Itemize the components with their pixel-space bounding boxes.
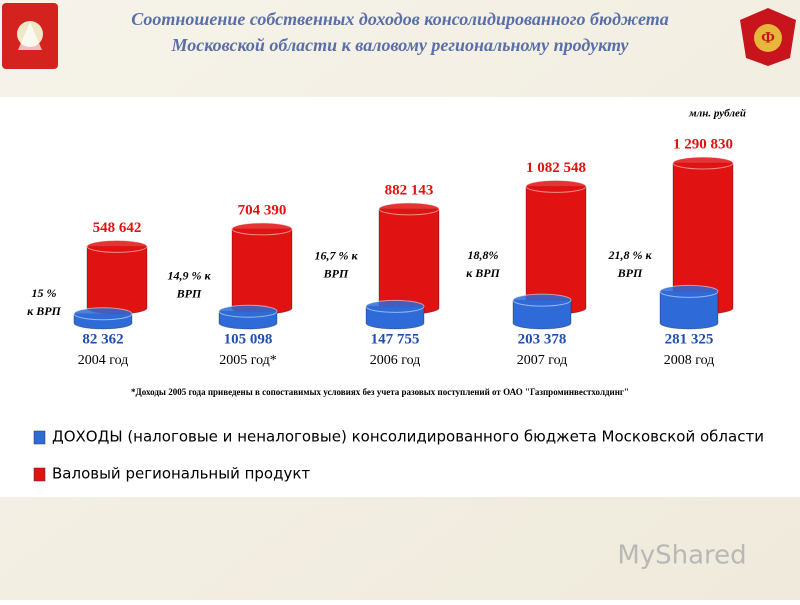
legend-label: ДОХОДЫ (налоговые и неналоговые) консоли… — [52, 428, 764, 446]
value-label: 1 290 830 — [673, 136, 733, 152]
cylinder — [512, 299, 572, 330]
value-label: 203 378 — [518, 331, 567, 347]
cylinder-top — [378, 202, 440, 216]
cylinder-top — [659, 284, 719, 298]
value-label: 147 755 — [371, 331, 420, 347]
x-tick-label: 2006 год — [370, 353, 421, 368]
legend-swatch — [33, 430, 46, 445]
share-label: 15 % — [32, 286, 57, 300]
value-label: 105 098 — [224, 331, 273, 347]
chart-title: Московской области к валовому региональн… — [170, 35, 629, 55]
share-label: 16,7 % к — [314, 249, 358, 263]
x-tick-label: 2007 год — [517, 353, 568, 368]
x-tick-label: 2008 год — [664, 353, 715, 368]
share-label: к ВРП — [466, 266, 500, 280]
cylinder-top — [672, 156, 734, 170]
cylinder-top — [525, 179, 587, 193]
value-label: 281 325 — [665, 331, 714, 347]
chart-title: Соотношение собственных доходов консолид… — [131, 9, 669, 29]
cylinder-top — [231, 222, 293, 236]
x-tick-label: 2004 год — [78, 353, 129, 368]
value-label: 548 642 — [93, 220, 142, 236]
cylinder-top — [365, 299, 425, 313]
share-label: ВРП — [617, 266, 643, 280]
cylinder — [659, 290, 719, 330]
share-label: 18,8% — [468, 248, 499, 262]
unit-label: млн. рублей — [688, 108, 746, 120]
footnote: *Доходы 2005 года приведены в сопоставим… — [131, 387, 629, 397]
share-label: к ВРП — [27, 304, 61, 318]
cylinder-top — [218, 304, 278, 318]
share-label: 14,9 % к — [167, 269, 211, 283]
value-label: 882 143 — [385, 182, 434, 198]
watermark: MyShared — [617, 541, 746, 571]
svg-text:Ф: Ф — [761, 30, 775, 47]
cylinder-top — [86, 239, 148, 253]
legend-label: Валовый региональный продукт — [52, 465, 310, 483]
share-label: ВРП — [323, 267, 349, 281]
value-label: 704 390 — [238, 202, 287, 218]
share-label: 21,8 % к — [607, 248, 652, 262]
cylinder — [86, 245, 148, 315]
share-label: ВРП — [176, 287, 202, 301]
legend-swatch — [33, 467, 46, 482]
emblem-left — [2, 3, 58, 69]
x-tick-label: 2005 год* — [219, 353, 277, 368]
cylinder — [231, 228, 293, 315]
value-label: 82 362 — [82, 331, 123, 347]
cylinder-top — [512, 293, 572, 307]
cylinder-top — [73, 307, 133, 321]
emblem-right: Ф — [740, 8, 796, 66]
cylinder — [378, 208, 440, 315]
value-label: 1 082 548 — [526, 160, 586, 176]
